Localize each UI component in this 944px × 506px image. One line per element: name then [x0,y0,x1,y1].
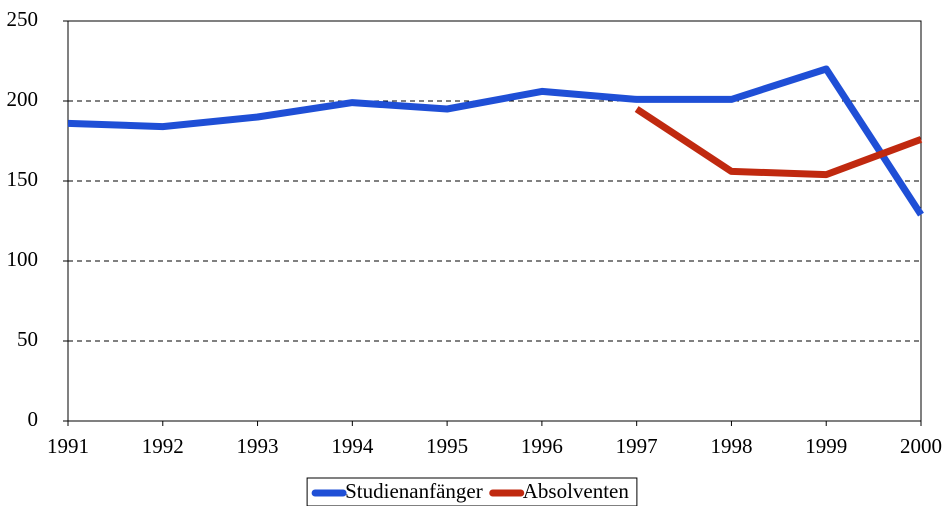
y-tick-label: 200 [7,87,39,111]
series-line [634,106,923,179]
x-tick-label: 1994 [331,434,374,458]
x-tick-label: 1992 [142,434,184,458]
x-tick-label: 1998 [710,434,752,458]
legend-label: Studienanfänger [345,479,483,503]
x-tick-label: 1995 [426,434,468,458]
series-line [67,65,924,217]
x-tick-label: 1996 [521,434,563,458]
y-tick-label: 150 [7,167,39,191]
x-tick-label: 1993 [237,434,279,458]
x-tick-label: 2000 [900,434,942,458]
legend-box [306,477,638,506]
y-tick-label: 250 [7,7,39,31]
x-tick-label: 1997 [616,434,658,458]
x-tick-label: 1991 [47,434,89,458]
y-tick-label: 0 [28,407,39,431]
y-tick-label: 50 [17,327,38,351]
legend-label: Absolventen [523,479,630,503]
x-tick-label: 1999 [805,434,847,458]
y-tick-label: 100 [7,247,39,271]
plot-frame [67,20,922,422]
